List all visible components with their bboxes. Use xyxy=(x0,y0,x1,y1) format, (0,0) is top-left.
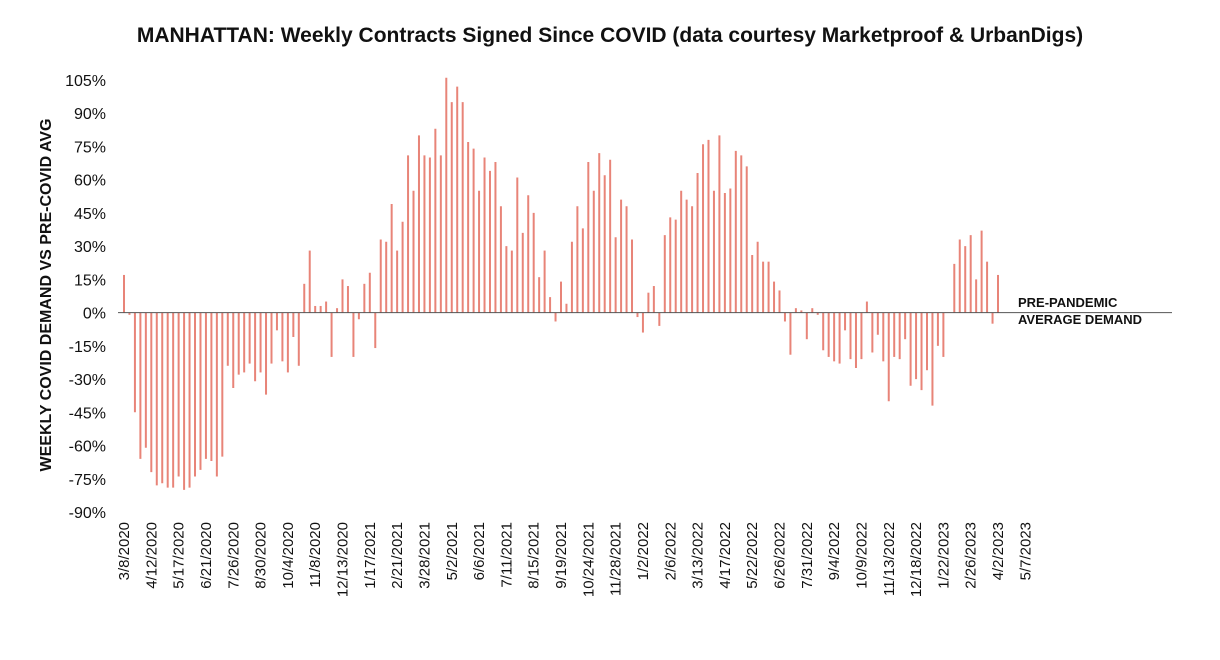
y-tick-label: -30% xyxy=(69,372,106,389)
x-tick-label: 10/24/2021 xyxy=(580,522,597,597)
x-tick-label: 8/15/2021 xyxy=(526,522,543,589)
y-tick-label: 90% xyxy=(74,106,106,123)
x-tick-label: 11/28/2021 xyxy=(608,522,625,596)
x-tick-label: 5/7/2023 xyxy=(1017,522,1034,580)
y-tick-label: 15% xyxy=(74,272,106,289)
x-tick-label: 11/8/2020 xyxy=(307,522,324,588)
x-tick-label: 5/2/2021 xyxy=(444,522,461,580)
chart-title: MANHATTAN: Weekly Contracts Signed Since… xyxy=(136,24,1084,47)
x-tick-label: 12/18/2022 xyxy=(908,522,925,597)
x-tick-label: 8/30/2020 xyxy=(253,522,270,589)
x-tick-label: 4/17/2022 xyxy=(717,522,734,589)
x-tick-label: 11/13/2022 xyxy=(881,522,898,596)
x-tick-label: 5/17/2020 xyxy=(171,522,188,589)
x-tick-label: 12/13/2020 xyxy=(335,522,352,597)
y-tick-label: 105% xyxy=(65,73,106,90)
y-tick-label: 0% xyxy=(83,306,106,323)
x-tick-label: 2/26/2023 xyxy=(963,522,980,589)
y-tick-label: 75% xyxy=(74,139,106,156)
x-tick-label: 6/21/2020 xyxy=(198,522,215,589)
y-tick-label: -15% xyxy=(69,339,106,356)
y-tick-label: -45% xyxy=(69,405,106,422)
x-tick-label: 2/6/2022 xyxy=(662,522,679,580)
reference-line-label: PRE-PANDEMIC AVERAGE DEMAND xyxy=(1018,294,1142,328)
y-tick-label: -60% xyxy=(69,439,106,456)
y-tick-label: 30% xyxy=(74,239,106,256)
x-tick-label: 6/6/2021 xyxy=(471,522,488,580)
x-tick-labels: 3/8/2020 4/12/2020 5/17/2020 6/21/2020 7/26/… xyxy=(116,522,1034,597)
x-tick-label: 4/2/2023 xyxy=(990,522,1007,580)
x-tick-label: 10/9/2022 xyxy=(853,522,870,589)
x-tick-label: 2/21/2021 xyxy=(389,522,406,589)
x-tick-label: 5/22/2022 xyxy=(744,522,761,589)
x-tick-label: 6/26/2022 xyxy=(772,522,789,589)
x-tick-label: 1/22/2023 xyxy=(935,522,952,589)
x-tick-label: 3/28/2021 xyxy=(416,522,433,589)
x-tick-label: 7/11/2021 xyxy=(498,522,515,588)
x-tick-label: 1/2/2022 xyxy=(635,522,652,580)
x-tick-label: 4/12/2020 xyxy=(143,522,160,589)
x-tick-label: 1/17/2021 xyxy=(362,522,379,589)
x-tick-label: 9/19/2021 xyxy=(553,522,570,589)
x-tick-label: 7/26/2020 xyxy=(225,522,242,589)
bars-group xyxy=(123,77,999,490)
y-tick-label: 45% xyxy=(74,206,106,223)
reference-label-line-2: AVERAGE DEMAND xyxy=(1018,312,1142,327)
y-tick-labels: -90% -75% -60% -45% -30% -15% 0% 15% 30% 45% 60% 75… xyxy=(65,73,106,522)
x-tick-label: 3/8/2020 xyxy=(116,522,133,580)
x-tick-label: 7/31/2022 xyxy=(799,522,816,589)
x-tick-label: 3/13/2022 xyxy=(690,522,707,589)
y-tick-label: 60% xyxy=(74,173,106,190)
y-tick-label: -75% xyxy=(69,472,106,489)
x-tick-label: 9/4/2022 xyxy=(826,522,843,580)
x-tick-label: 10/4/2020 xyxy=(280,522,297,589)
y-tick-label: -90% xyxy=(69,505,106,522)
reference-label-line-1: PRE-PANDEMIC xyxy=(1018,295,1118,310)
